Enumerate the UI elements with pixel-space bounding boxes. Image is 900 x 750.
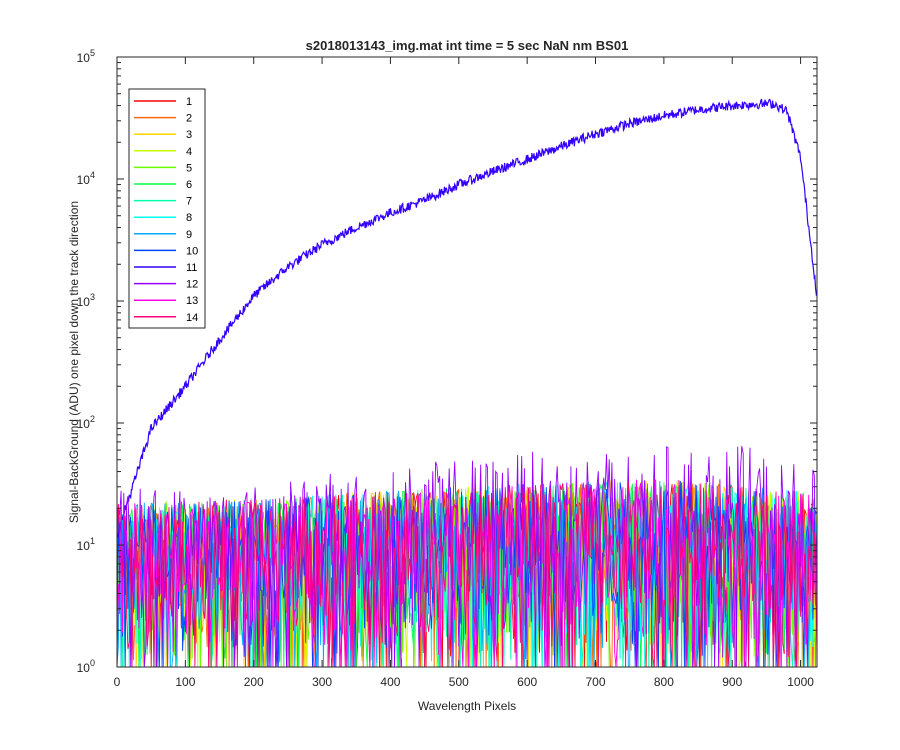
legend-label: 5 — [186, 162, 192, 174]
x-tick-label: 900 — [722, 675, 742, 689]
x-tick-label: 500 — [449, 675, 469, 689]
legend-label: 11 — [186, 262, 197, 274]
x-tick-label: 800 — [654, 675, 674, 689]
legend-label: 6 — [186, 179, 192, 191]
x-axis-label: Wavelength Pixels — [418, 699, 516, 713]
x-axis: 0 100 200 300 400 500 600 700 800 900 1000 — [114, 57, 814, 689]
y-axis-label: Signal-BackGround (ADU) one pixel down t… — [67, 201, 81, 523]
y-tick-label: 101 — [77, 536, 95, 553]
x-tick-label: 400 — [380, 675, 400, 689]
legend-label: 9 — [186, 229, 192, 241]
legend-label: 4 — [186, 146, 192, 158]
legend-label: 8 — [186, 212, 192, 224]
y-tick-label: 103 — [77, 292, 95, 309]
y-tick-label: 100 — [77, 658, 95, 675]
x-tick-label: 100 — [175, 675, 195, 689]
legend-label: 1 — [186, 96, 192, 108]
legend-box — [128, 88, 206, 329]
axes-box — [116, 56, 818, 668]
plot-series — [116, 98, 818, 668]
x-tick-label: 0 — [114, 675, 121, 689]
x-tick-label: 200 — [244, 675, 264, 689]
legend-label: 7 — [186, 196, 192, 208]
series-line-11 — [116, 98, 818, 539]
y-tick-label: 105 — [77, 48, 95, 65]
legend-label: 12 — [186, 279, 198, 291]
legend-label: 2 — [186, 113, 192, 125]
chart-title: s2018013143_img.mat int time = 5 sec NaN… — [306, 38, 629, 53]
x-tick-label: 600 — [517, 675, 537, 689]
series-line-14 — [116, 479, 818, 668]
y-tick-label: 102 — [77, 414, 95, 431]
legend-label: 3 — [186, 129, 192, 141]
legend-label: 10 — [186, 245, 198, 257]
x-tick-label: 300 — [312, 675, 332, 689]
legend-label: 13 — [186, 295, 198, 307]
x-tick-label: 700 — [586, 675, 606, 689]
x-tick-label: 1000 — [787, 675, 814, 689]
y-tick-label: 104 — [77, 170, 95, 187]
legend-label: 14 — [186, 312, 198, 324]
